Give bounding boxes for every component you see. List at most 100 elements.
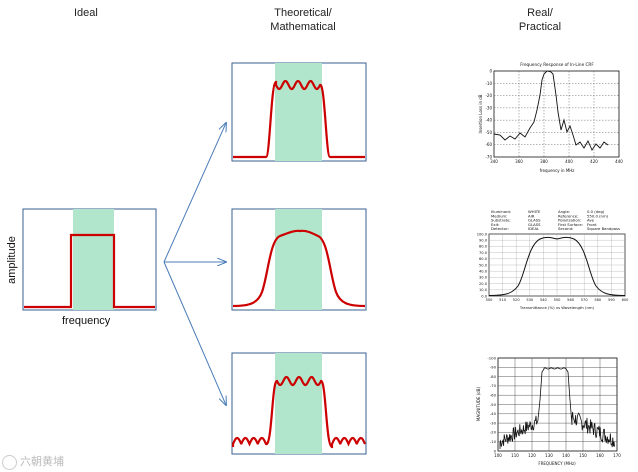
real-bot-ylabel: MAGNITUDE (dB) [476,387,481,421]
x-tick-label: 170 [613,453,621,458]
info-value: GLASS [528,218,541,223]
theoretical-sidelobe-curve [231,375,367,449]
y-tick-label: 50.0 [479,263,488,267]
info-label: Exit: [491,222,499,227]
x-tick-label: 540 [540,298,548,302]
y-tick-label: -50 [490,402,497,407]
watermark: 六朝黄埔 [2,453,64,470]
ideal-passband [73,209,114,310]
x-tick-label: 570 [581,298,589,302]
x-tick-label: 440 [615,159,623,164]
info-label: First Surface: [558,222,583,227]
real-top-title: Frequency Response of In-Line CRF [520,62,594,67]
real-top-xlabel: frequency in MHz [540,168,575,173]
x-tick-label: 560 [567,298,575,302]
info-value: 550.0 (nm) [587,213,609,218]
x-tick-label: 520 [513,298,521,302]
y-tick-label: -40 [490,411,497,416]
x-tick-label: 360 [515,159,523,164]
y-tick-label: -30 [485,105,492,110]
y-tick-label: -40 [485,118,492,123]
info-value: IDEAL [528,226,540,231]
y-tick-label: 0 [494,448,497,453]
x-tick-label: 380 [540,159,548,164]
ideal-xlabel: frequency [62,315,111,327]
x-tick-label: 550 [554,298,562,302]
x-tick-label: 400 [565,159,573,164]
y-tick-label: 30.0 [479,276,488,280]
y-tick-label: -60 [490,393,497,398]
y-tick-label: -20 [485,93,492,98]
theoretical-smooth-curve [232,229,366,308]
info-label: Angle: [558,209,570,214]
info-value: Square Bandpass [587,226,620,231]
x-tick-label: 600 [622,298,630,302]
info-label: Illuminant: [491,209,511,214]
y-tick-label: -70 [485,155,492,160]
y-tick-label: 70.0 [479,251,488,255]
theoretical-panel-ripple [231,62,367,162]
x-tick-label: 510 [499,298,507,302]
x-tick-label: 140 [562,453,570,458]
info-label: Medium: [491,213,507,218]
theoretical-panel-smooth [231,208,367,311]
y-tick-label: -60 [485,142,492,147]
y-tick-label: 90.0 [479,239,488,243]
x-tick-label: 150 [579,453,587,458]
x-tick-label: 120 [528,453,536,458]
y-tick-label: 20.0 [479,282,488,286]
real-top-ylabel: Insertion Loss in dB [478,94,483,133]
x-tick-label: 530 [526,298,534,302]
info-label: Reference: [558,213,578,218]
y-tick-label: 40.0 [479,270,488,274]
y-tick-label: -70 [490,383,497,388]
y-tick-label: -30 [490,420,497,425]
info-label: Polarization: [558,218,581,223]
info-value: Ave [587,218,595,223]
real-mid-measured-curve [488,236,626,296]
real-top-measured-curve [493,70,609,151]
x-tick-label: 500 [486,298,494,302]
y-tick-label: -100 [487,355,496,360]
column-label-theoretical: Theoretical/ Mathematical [270,7,336,33]
ideal-ylabel: amplitude [6,236,18,284]
y-tick-label: 0 [489,69,492,74]
x-tick-label: 110 [511,453,519,458]
y-tick-label: -50 [485,130,492,135]
real-chart-middle: Illuminant:Medium:Substrate:Exit:Detecto… [477,209,629,310]
arrow-to-ripple [163,123,226,263]
arrows [163,123,226,405]
y-tick-label: 60.0 [479,257,488,261]
info-label: Substrate: [491,218,511,223]
y-tick-label: -10 [485,81,492,86]
theoretical-ripple-curve [233,79,365,159]
theoretical-panel-sidelobe [231,352,367,455]
x-tick-label: 100 [494,453,502,458]
arrow-to-sidelobe [163,261,226,405]
ideal-response-curve [24,233,155,309]
x-tick-label: 580 [594,298,602,302]
y-tick-label: 100.0 [477,232,488,236]
ideal-panel [22,208,157,311]
info-label: Detector: [491,226,509,231]
real-bot-measured-curve [499,367,615,449]
y-tick-label: 80.0 [479,245,488,249]
y-tick-label: -90 [490,365,497,370]
column-label-real: Real/ Practical [518,7,562,33]
x-tick-label: 420 [590,159,598,164]
y-tick-label: -10 [490,439,497,444]
info-label: Second: [558,226,573,231]
y-tick-label: -80 [490,374,497,379]
info-value: AIR [528,213,535,218]
y-tick-label: 10.0 [479,288,488,292]
column-label-ideal: Ideal [74,7,98,19]
info-value: Front [587,222,597,227]
watermark-logo-icon [2,455,17,470]
x-tick-label: 340 [490,159,498,164]
real-chart-bottom: 100 110 120 130 140 150 160 170 -100-90-80-70-6… [476,355,621,466]
real-bot-xlabel: FREQUENCY (MHz) [538,461,576,466]
y-tick-label: -20 [490,430,497,435]
info-value: 0.0 (deg) [587,209,605,214]
x-tick-label: 130 [545,453,553,458]
